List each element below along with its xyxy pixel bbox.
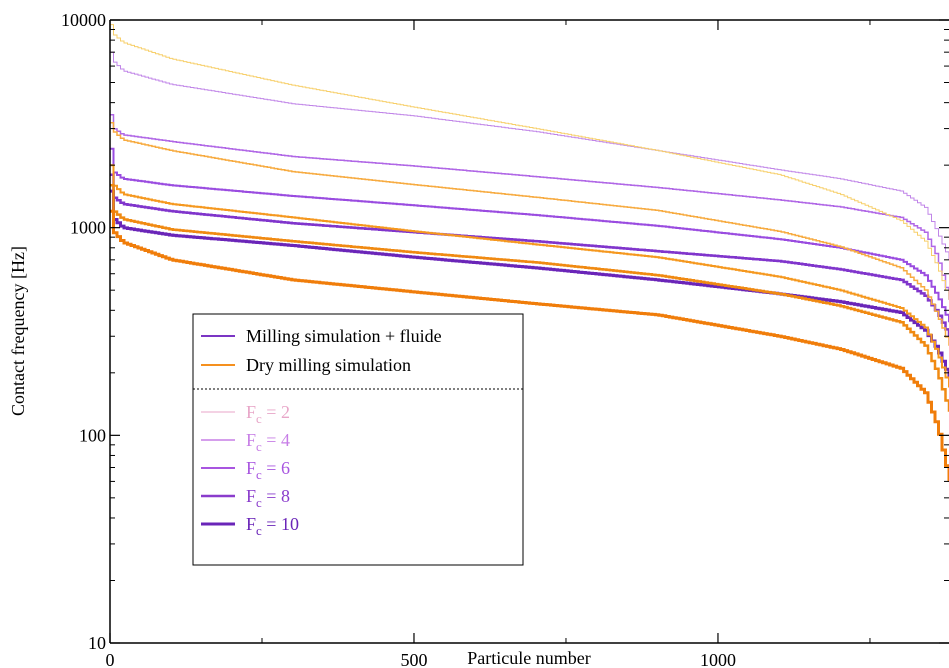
x-axis-label: Particule number <box>467 648 590 668</box>
series-layer <box>110 24 949 482</box>
x-tick-label: 1000 <box>700 650 736 668</box>
series-dry-fc10 <box>110 209 949 482</box>
x-tick-label: 500 <box>400 650 427 668</box>
y-tick-label: 100 <box>79 425 106 445</box>
series-fluide-fc8 <box>110 173 949 337</box>
legend-label-fc: Fc = 8 <box>246 486 290 510</box>
y-tick-label: 10 <box>88 633 106 653</box>
axes-layer <box>109 19 949 644</box>
series-fluide-fc4 <box>110 113 949 300</box>
series-fluide-fc6 <box>110 147 949 323</box>
legend-label-fc: Fc = 10 <box>246 514 299 538</box>
series-fluide-fc2 <box>110 51 949 260</box>
legend-label-fc: Fc = 4 <box>246 430 290 454</box>
legend-label-fc: Fc = 6 <box>246 458 290 482</box>
y-tick-label: 10000 <box>61 10 106 30</box>
legend: Milling simulation + fluide Dry milling s… <box>192 313 524 566</box>
y-tick-label: 1000 <box>70 218 106 238</box>
legend-label-fc: Fc = 2 <box>246 402 290 426</box>
ticks-layer: 0 500 1000 10 100 1000 10000 <box>61 10 949 668</box>
series-dry-fc2 <box>110 24 949 300</box>
series-dry-fc6 <box>110 164 949 388</box>
y-axis-label: Contact frequency [Hz] <box>8 246 28 416</box>
series-fluide-fc10 <box>110 189 949 378</box>
legend-label-type: Milling simulation + fluide <box>246 326 442 346</box>
x-tick-label: 0 <box>106 650 115 668</box>
legend-label-type: Dry milling simulation <box>246 355 411 375</box>
series-dry-fc4 <box>110 122 949 346</box>
legend-box <box>192 313 524 566</box>
series-dry-fc8 <box>110 184 949 412</box>
